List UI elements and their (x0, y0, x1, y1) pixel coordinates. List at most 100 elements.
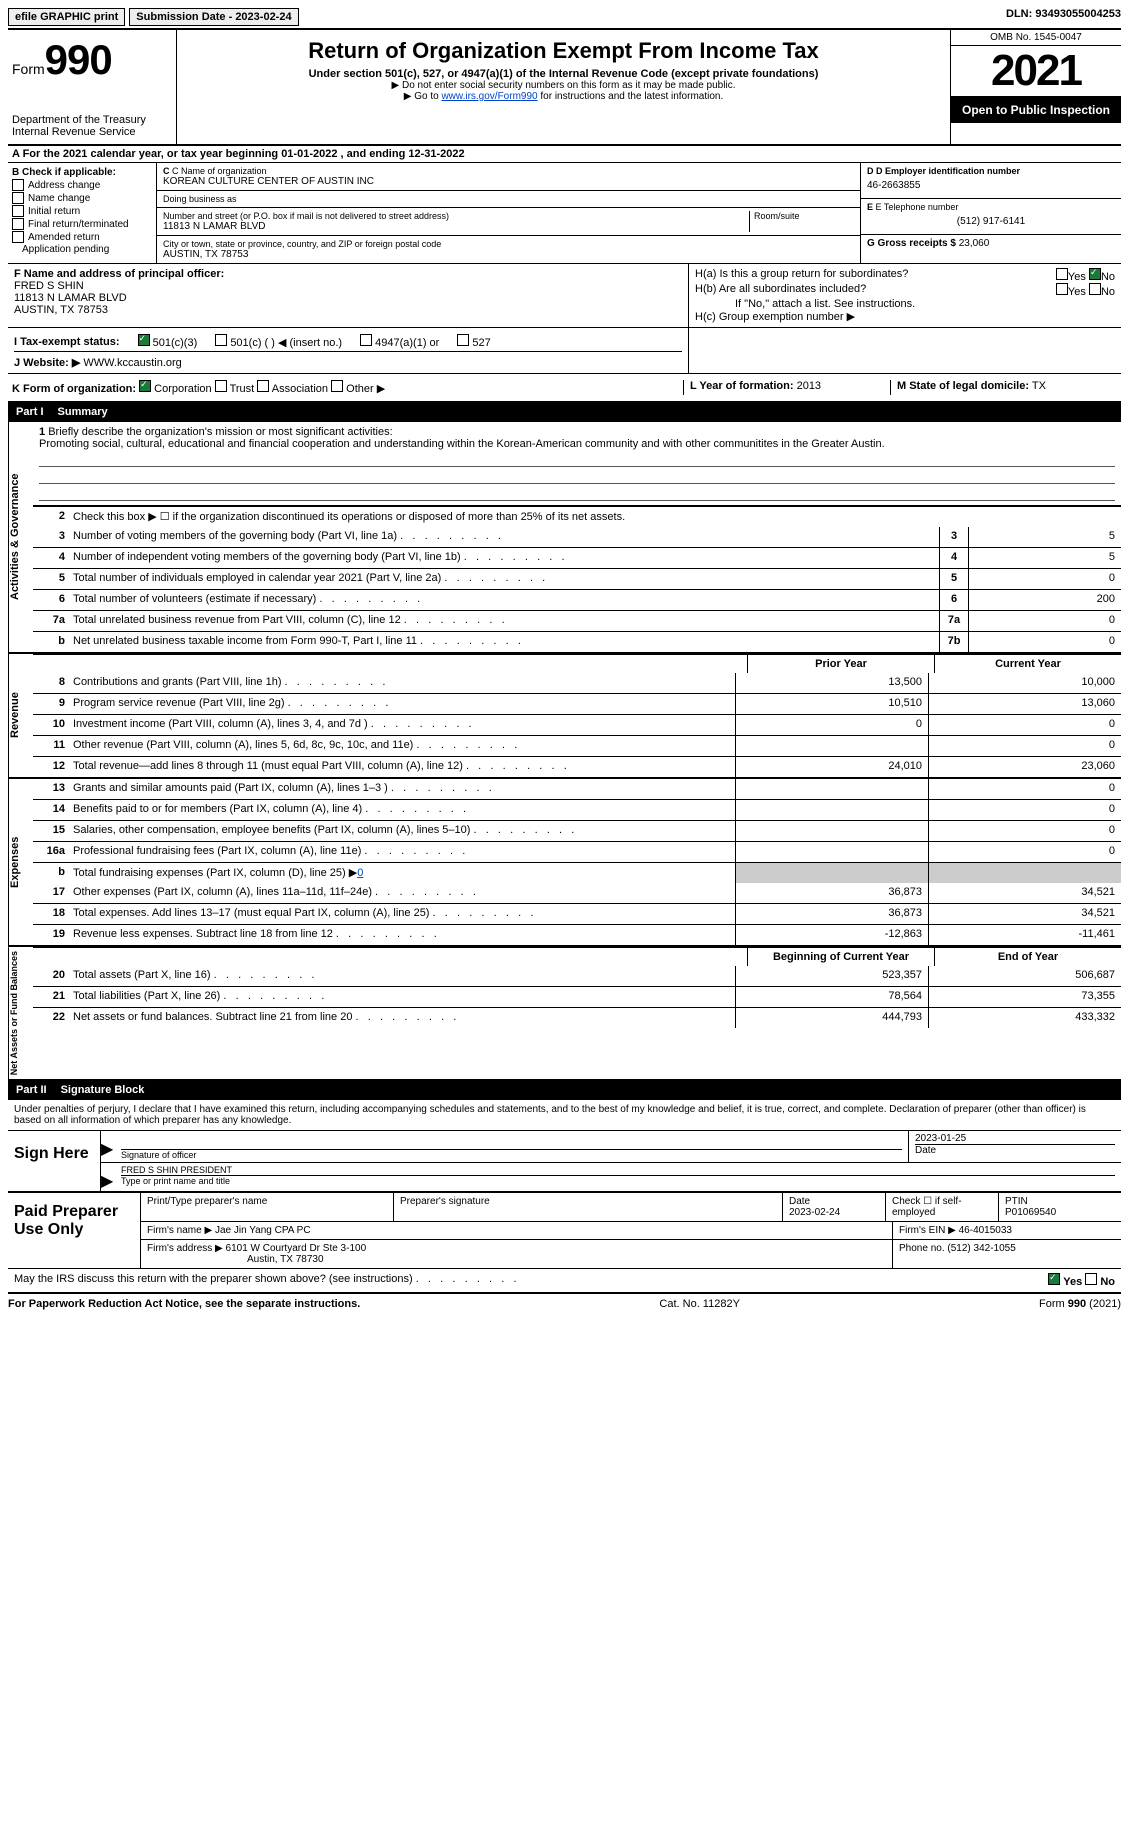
checkbox-hb-yes[interactable] (1056, 283, 1068, 295)
line-num: 11 (33, 736, 69, 756)
line-desc: Number of voting members of the governin… (69, 527, 939, 547)
line2-num: 2 (33, 507, 69, 527)
status-501c: 501(c) ( ) ◀ (insert no.) (230, 337, 342, 349)
tax-year: 2021 (951, 46, 1121, 97)
line-desc: Total revenue—add lines 8 through 11 (mu… (69, 757, 735, 777)
line-num: 8 (33, 673, 69, 693)
line-val: 0 (968, 632, 1121, 652)
line16b-val: 0 (357, 867, 363, 879)
submission-date-button[interactable]: Submission Date - 2023-02-24 (129, 8, 298, 26)
line-num: b (33, 632, 69, 652)
end-val: 506,687 (928, 966, 1121, 986)
line-desc: Other expenses (Part IX, column (A), lin… (69, 883, 735, 903)
goto-note: ▶ Go to www.irs.gov/Form990 for instruct… (185, 91, 942, 102)
checkbox-hb-no[interactable] (1089, 283, 1101, 295)
checkbox-trust[interactable] (215, 380, 227, 392)
firm-ein-value: 46-4015033 (959, 1225, 1012, 1236)
ha-no: No (1101, 271, 1115, 283)
status-4947: 4947(a)(1) or (375, 337, 439, 349)
checkbox-501c[interactable] (215, 334, 227, 346)
line-desc: Other revenue (Part VIII, column (A), li… (69, 736, 735, 756)
checkbox-other[interactable] (331, 380, 343, 392)
ein-label: D D Employer identification number (867, 166, 1115, 176)
line-num: 20 (33, 966, 69, 986)
line-num: 4 (33, 548, 69, 568)
checkbox-4947[interactable] (360, 334, 372, 346)
firm-addr1: 6101 W Courtyard Dr Ste 3-100 (226, 1243, 367, 1254)
activities-governance-section: Activities & Governance 1 Briefly descri… (8, 422, 1121, 654)
ha-yes: Yes (1068, 271, 1086, 283)
prior-val (735, 821, 928, 841)
line-num: 12 (33, 757, 69, 777)
checkbox-ha-yes[interactable] (1056, 268, 1068, 280)
sign-here-label: Sign Here (8, 1131, 100, 1191)
label-name-change: Name change (28, 193, 90, 204)
line-box: 6 (939, 590, 968, 610)
line-box: 7a (939, 611, 968, 631)
form-org-label: K Form of organization: (12, 383, 136, 395)
sig-date-value: 2023-01-25 (915, 1133, 1115, 1145)
line-box: 5 (939, 569, 968, 589)
preparer-block: Paid Preparer Use Only Print/Type prepar… (8, 1193, 1121, 1269)
checkbox-corp[interactable] (139, 380, 151, 392)
line-num: 22 (33, 1008, 69, 1028)
label-app-pending: Application pending (22, 244, 109, 255)
line-val: 5 (968, 548, 1121, 568)
sig-officer-label: Signature of officer (121, 1150, 902, 1160)
city-value: AUSTIN, TX 78753 (163, 249, 854, 260)
line-desc: Net unrelated business taxable income fr… (69, 632, 939, 652)
col-b-heading: B Check if applicable: (12, 167, 152, 178)
officer-addr1: 11813 N LAMAR BLVD (14, 292, 682, 304)
expenses-section: Expenses 13 Grants and similar amounts p… (8, 779, 1121, 947)
website-label: J Website: ▶ (14, 357, 80, 369)
form-word: Form (12, 61, 45, 77)
dln-label: DLN: 93493055004253 (1006, 8, 1121, 26)
checkbox-501c3[interactable] (138, 334, 150, 346)
checkbox-address-change[interactable] (12, 179, 24, 191)
org-name: KOREAN CULTURE CENTER OF AUSTIN INC (163, 176, 854, 187)
line-desc: Total expenses. Add lines 13–17 (must eq… (69, 904, 735, 924)
rotated-label-expenses: Expenses (8, 779, 33, 945)
line-num: 10 (33, 715, 69, 735)
mission-label: Briefly describe the organization's miss… (48, 426, 392, 438)
checkbox-527[interactable] (457, 334, 469, 346)
discuss-text: May the IRS discuss this return with the… (14, 1273, 413, 1285)
part2-title: Signature Block (61, 1084, 145, 1096)
label-amended: Amended return (28, 232, 100, 243)
line16b-desc: Total fundraising expenses (Part IX, col… (69, 863, 735, 883)
line2-desc: Check this box ▶ ☐ if the organization d… (69, 507, 1121, 527)
net-assets-section: Net Assets or Fund Balances Beginning of… (8, 947, 1121, 1081)
begin-val: 78,564 (735, 987, 928, 1007)
checkbox-assoc[interactable] (257, 380, 269, 392)
current-val: 34,521 (928, 883, 1121, 903)
prior-val: 24,010 (735, 757, 928, 777)
open-inspection: Open to Public Inspection (951, 97, 1121, 123)
checkbox-initial-return[interactable] (12, 205, 24, 217)
line-box: 7b (939, 632, 968, 652)
current-val: 0 (928, 800, 1121, 820)
checkbox-amended[interactable] (12, 231, 24, 243)
prior-val (735, 779, 928, 799)
firm-name-value: Jae Jin Yang CPA PC (215, 1225, 311, 1236)
begin-year-header: Beginning of Current Year (747, 948, 934, 966)
checkbox-discuss-yes[interactable] (1048, 1273, 1060, 1285)
checkbox-name-change[interactable] (12, 192, 24, 204)
checkbox-discuss-no[interactable] (1085, 1273, 1097, 1285)
checkbox-ha-no[interactable] (1089, 268, 1101, 280)
prior-val (735, 842, 928, 862)
prior-val (735, 736, 928, 756)
efile-print-button[interactable]: efile GRAPHIC print (8, 8, 125, 26)
street-value: 11813 N LAMAR BLVD (163, 221, 749, 232)
line-desc: Program service revenue (Part VIII, line… (69, 694, 735, 714)
firm-phone-value: (512) 342-1055 (947, 1243, 1015, 1254)
phone-label: E E Telephone number (867, 202, 1115, 212)
line-desc: Total number of individuals employed in … (69, 569, 939, 589)
mission-num: 1 (39, 426, 45, 438)
checkbox-final-return[interactable] (12, 218, 24, 230)
dba-label: Doing business as (163, 194, 854, 204)
sign-here-block: Sign Here ▶ Signature of officer 2023-01… (8, 1131, 1121, 1193)
sig-date-label: Date (915, 1145, 1115, 1156)
line-num: 13 (33, 779, 69, 799)
irs-link[interactable]: www.irs.gov/Form990 (441, 91, 537, 102)
form-header: Form990 Department of the Treasury Inter… (8, 30, 1121, 146)
